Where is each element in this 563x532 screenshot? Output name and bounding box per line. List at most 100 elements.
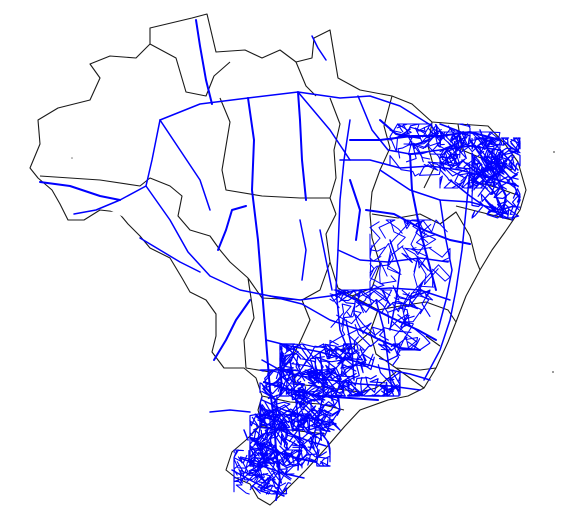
- route-line: [330, 303, 352, 328]
- route-line: [511, 150, 521, 167]
- route-line: [282, 438, 289, 467]
- route-line: [39, 181, 121, 201]
- route-line: [329, 339, 346, 351]
- route-line: [396, 123, 413, 139]
- route-line: [378, 343, 400, 354]
- route-line: [417, 264, 451, 296]
- route-line: [437, 199, 453, 331]
- route-line: [349, 131, 501, 141]
- route-line: [325, 353, 374, 381]
- route-line: [396, 123, 421, 138]
- route-line: [392, 285, 411, 301]
- route-line: [365, 376, 386, 393]
- route-line: [287, 413, 313, 433]
- route-line: [249, 413, 272, 427]
- route-line: [264, 426, 274, 451]
- route-line: [323, 384, 354, 397]
- route-line: [388, 313, 410, 330]
- route-line: [301, 374, 318, 387]
- route-line: [299, 219, 307, 281]
- route-line: [439, 175, 443, 189]
- route-line: [439, 131, 453, 153]
- route-line: [195, 19, 213, 105]
- route-line: [445, 123, 471, 167]
- route-line: [447, 125, 468, 152]
- route-line: [418, 161, 443, 176]
- route-line: [238, 468, 249, 484]
- route-line: [336, 347, 351, 367]
- route-line: [379, 261, 397, 285]
- route-line: [355, 289, 386, 308]
- route-line: [278, 452, 288, 471]
- route-line: [319, 451, 331, 465]
- route-line: [302, 373, 329, 394]
- route-line: [355, 314, 412, 336]
- route-line: [494, 148, 506, 177]
- route-line: [248, 465, 262, 491]
- route-line: [317, 343, 353, 361]
- route-line: [498, 147, 520, 156]
- route-line: [386, 245, 404, 275]
- route-line: [378, 343, 401, 362]
- route-line: [460, 174, 487, 189]
- route-line: [498, 167, 501, 189]
- route-line: [262, 369, 300, 384]
- stray-mark-north: [71, 157, 73, 159]
- route-line: [308, 369, 338, 393]
- route-line: [416, 259, 439, 288]
- route-line: [233, 458, 256, 470]
- route-line: [443, 179, 465, 189]
- route-line: [506, 181, 519, 189]
- route-line: [406, 285, 434, 301]
- route-line: [297, 91, 307, 201]
- route-line: [261, 401, 291, 416]
- route-line: [297, 440, 318, 464]
- route-line: [471, 190, 483, 208]
- route-line: [338, 289, 362, 303]
- route-line: [340, 362, 367, 372]
- route-line: [401, 246, 418, 288]
- route-line: [319, 416, 331, 428]
- route-line: [267, 450, 280, 473]
- route-line: [301, 432, 329, 467]
- route-line: [309, 401, 341, 420]
- route-line: [511, 188, 521, 211]
- route-line: [217, 205, 247, 251]
- route-line: [296, 413, 317, 445]
- route-line: [343, 343, 364, 361]
- route-line: [369, 265, 391, 296]
- route-line: [480, 148, 494, 166]
- route-line: [323, 369, 341, 402]
- route-line: [347, 322, 372, 345]
- route-line: [326, 369, 341, 386]
- route-line: [265, 339, 431, 381]
- route-line: [369, 277, 385, 301]
- stray-mark-east: [553, 151, 555, 153]
- route-line: [252, 485, 279, 495]
- route-line: [233, 477, 240, 493]
- border-rio-espirito: [395, 335, 441, 389]
- route-line: [447, 131, 468, 154]
- route-line: [233, 454, 248, 471]
- route-line: [369, 233, 382, 262]
- route-line: [259, 394, 278, 419]
- route-line: [372, 385, 395, 397]
- route-line: [404, 246, 432, 271]
- route-line: [439, 123, 471, 137]
- route-line: [353, 336, 365, 351]
- route-line: [369, 221, 386, 252]
- route-line: [271, 477, 288, 495]
- route-line: [397, 142, 430, 159]
- border-para-maranhao: [329, 97, 341, 215]
- route-line: [493, 212, 514, 219]
- route-line: [423, 169, 471, 381]
- route-line: [278, 416, 296, 451]
- route-line: [272, 469, 288, 484]
- route-line: [279, 459, 299, 469]
- route-line: [328, 343, 350, 362]
- route-line: [290, 389, 312, 411]
- route-line: [397, 314, 431, 351]
- route-line: [389, 239, 401, 331]
- route-network: [39, 19, 521, 501]
- route-line: [358, 347, 374, 364]
